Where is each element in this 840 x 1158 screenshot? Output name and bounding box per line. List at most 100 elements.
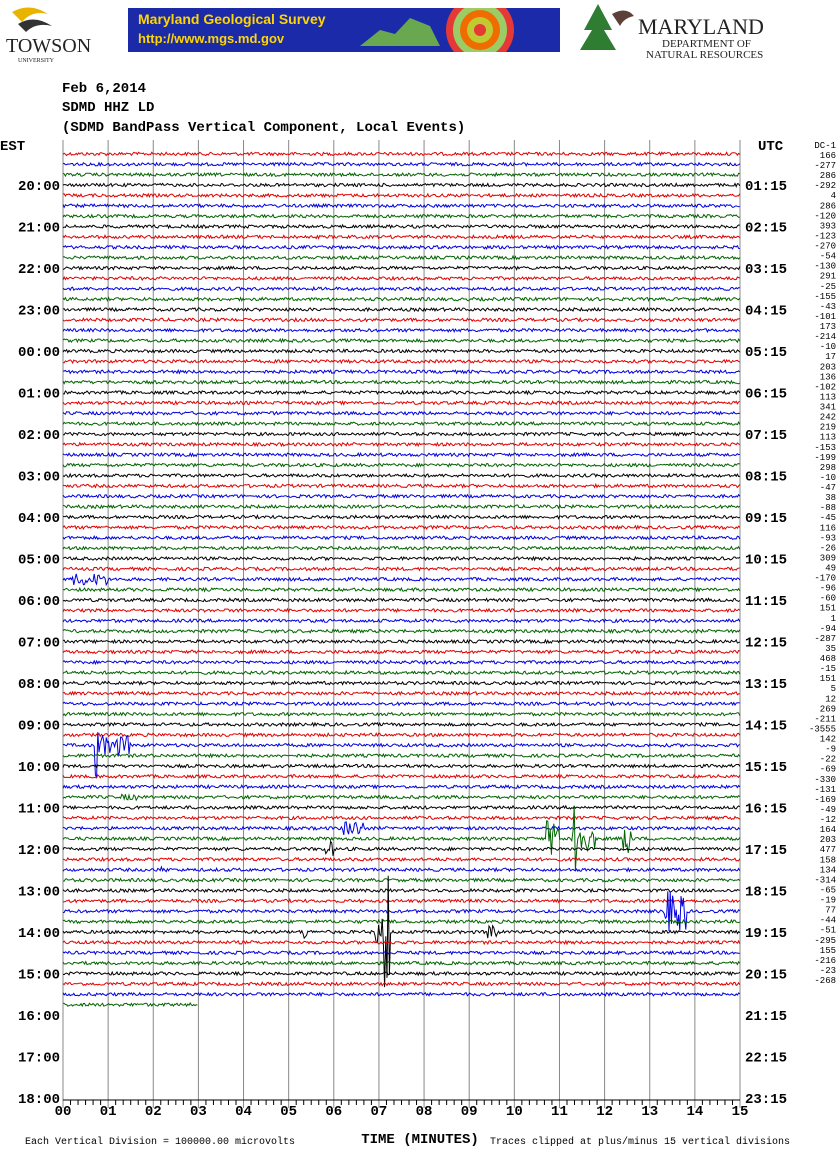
x-tick-label: 09 [461, 1104, 478, 1120]
trace [62, 840, 741, 856]
description: (SDMD BandPass Vertical Component, Local… [62, 120, 465, 136]
footer-left: Each Vertical Division = 100000.00 micro… [25, 1136, 295, 1148]
trace [62, 348, 741, 354]
dc-offset: -131 [814, 785, 836, 795]
trace [62, 949, 740, 956]
dc-offset: -10 [820, 342, 836, 352]
utc-label: 21:15 [745, 1009, 787, 1025]
logo-subtext: UNIVERSITY [18, 58, 55, 64]
trace [62, 649, 741, 655]
dc-offset: 151 [820, 674, 836, 684]
dnr-logo: MARYLAND DEPARTMENT OF NATURAL RESOURCES [580, 4, 764, 61]
est-label: 10:00 [18, 760, 60, 776]
trace [63, 732, 741, 738]
dc-offset: -22 [820, 755, 836, 765]
trace [62, 773, 741, 780]
trace [62, 887, 740, 894]
est-label: 15:00 [18, 968, 60, 984]
dc-offset: -19 [820, 896, 836, 906]
trace [62, 379, 740, 385]
dc-offset: -314 [814, 875, 836, 885]
trace [62, 597, 741, 603]
utc-label: 07:15 [745, 428, 787, 444]
dc-offset: 173 [820, 322, 836, 332]
dc-offset: -123 [814, 231, 836, 241]
trace [62, 939, 741, 946]
trace [62, 721, 740, 728]
trace [63, 431, 741, 437]
dc-offset: -130 [814, 262, 836, 272]
utc-label: 06:15 [745, 387, 787, 403]
trace [62, 182, 741, 188]
est-label: 05:00 [18, 553, 60, 569]
dc-offset: 242 [820, 413, 836, 423]
utc-label: 14:15 [745, 719, 787, 735]
trace [62, 991, 741, 998]
dc-offset: -153 [814, 443, 836, 453]
utc-label: 13:15 [745, 677, 787, 693]
mgs-banner: Maryland Geological Survey http://www.mg… [128, 0, 560, 64]
dc-offset: 219 [820, 423, 836, 433]
trace [62, 192, 741, 199]
banner-rings [446, 0, 514, 64]
dc-offset: -295 [814, 936, 836, 946]
est-label: 09:00 [18, 719, 60, 735]
date: Feb 6,2014 [62, 81, 146, 97]
trace [62, 918, 740, 925]
logo-line: NATURAL RESOURCES [646, 49, 763, 61]
dc-offset: -101 [814, 312, 836, 322]
dc-offset: 203 [820, 362, 836, 372]
dc-offset: -26 [820, 543, 836, 553]
dc-offset: -96 [820, 584, 836, 594]
left-axis-title: EST [0, 139, 25, 155]
dc-offset: -94 [820, 624, 836, 634]
station: SDMD HHZ LD [62, 100, 154, 116]
dc-offset: 477 [820, 845, 836, 855]
dc-offset: -330 [814, 775, 836, 785]
dc-offset: 286 [820, 201, 836, 211]
utc-label: 01:15 [745, 179, 787, 195]
x-tick-label: 07 [371, 1104, 388, 1120]
est-label: 20:00 [18, 179, 60, 195]
dc-offset: 164 [820, 825, 836, 835]
trace [62, 534, 741, 541]
dc-offset: 341 [820, 403, 836, 413]
trace [62, 213, 740, 219]
dc-title: DC-1 [814, 141, 836, 151]
est-label: 04:00 [18, 511, 60, 527]
x-tick-label: 06 [325, 1104, 342, 1120]
x-tick-label: 11 [551, 1104, 568, 1120]
trace [62, 815, 741, 821]
trace [62, 337, 741, 344]
trace [62, 970, 741, 977]
dc-offset: -292 [814, 181, 836, 191]
trace [62, 265, 741, 271]
trace [62, 296, 741, 302]
dc-offset: -170 [814, 574, 836, 584]
trace [62, 804, 741, 811]
dc-offset: -199 [814, 453, 836, 463]
trace [62, 793, 741, 802]
trace [62, 275, 741, 282]
dc-offset: -45 [820, 513, 836, 523]
dc-offset: 158 [820, 855, 836, 865]
x-tick-label: 03 [190, 1104, 207, 1120]
trace [62, 441, 741, 448]
trace [62, 524, 741, 531]
trace [62, 763, 741, 769]
dc-offset: -60 [820, 594, 836, 604]
est-label: 01:00 [18, 387, 60, 403]
trace [62, 875, 741, 988]
dc-offset: -44 [820, 916, 836, 926]
utc-label: 12:15 [745, 636, 787, 652]
dc-offset: 1 [831, 614, 836, 624]
est-label: 17:00 [18, 1051, 60, 1067]
banner-url[interactable]: http://www.mgs.md.gov [138, 31, 285, 46]
est-label: 18:00 [18, 1092, 60, 1108]
trace [62, 327, 741, 334]
dc-offset: -49 [820, 805, 836, 815]
trace [62, 451, 740, 458]
trace [62, 368, 741, 375]
est-label: 06:00 [18, 594, 60, 610]
